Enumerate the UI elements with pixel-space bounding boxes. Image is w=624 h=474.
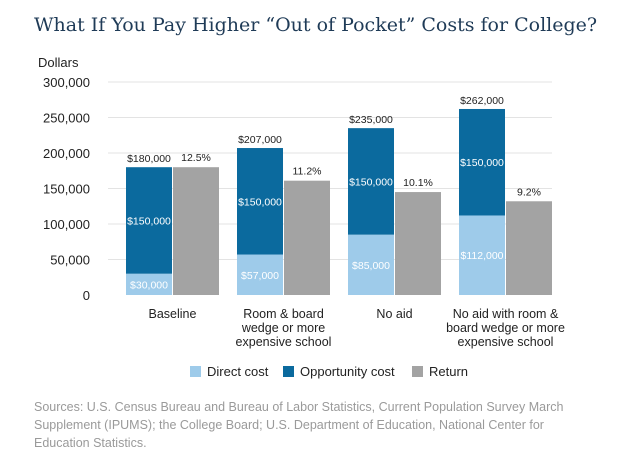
bar-direct-cost — [237, 254, 283, 295]
bar-opportunity-cost — [126, 167, 172, 274]
y-tick-label: 50,000 — [50, 253, 90, 268]
label-direct-cost: $30,000 — [130, 279, 168, 291]
legend-label: Direct cost — [207, 364, 269, 379]
x-tick-label: expensive school — [236, 335, 332, 349]
label-opportunity-cost: $150,000 — [127, 215, 171, 227]
bar-return — [506, 201, 552, 295]
label-opportunity-cost: $150,000 — [238, 196, 282, 208]
label-return: 9.2% — [517, 186, 541, 198]
label-return: 10.1% — [403, 177, 433, 189]
bars — [126, 108, 552, 295]
label-total-cost: $207,000 — [238, 134, 282, 146]
legend: Direct cost Opportunity cost Return — [190, 364, 468, 379]
bar-chart: Dollars 0 50,000 100,000 150,000 200,000 250,… — [38, 55, 565, 379]
label-opportunity-cost: $150,000 — [349, 176, 393, 188]
x-tick-label: Room & board — [243, 307, 324, 321]
bar-opportunity-cost — [459, 108, 505, 216]
legend-swatch — [412, 366, 423, 377]
label-return: 12.5% — [181, 152, 211, 164]
y-tick-label: 300,000 — [43, 75, 90, 90]
bar-direct-cost — [126, 273, 172, 295]
bar-return — [173, 167, 219, 295]
y-axis-ticks: 0 50,000 100,000 150,000 200,000 250,000 300,0… — [43, 75, 90, 303]
bar-return — [395, 192, 441, 295]
y-tick-label: 150,000 — [43, 182, 90, 197]
label-direct-cost: $57,000 — [241, 270, 279, 282]
x-tick-label: expensive school — [458, 335, 554, 349]
bar-direct-cost — [348, 234, 394, 295]
x-tick-label: No aid — [376, 307, 412, 321]
x-tick-label: board wedge or more — [446, 321, 565, 335]
label-total-cost: $262,000 — [460, 95, 504, 107]
x-tick-label: Baseline — [149, 307, 197, 321]
y-tick-label: 0 — [83, 288, 90, 303]
label-total-cost: $235,000 — [349, 114, 393, 126]
source-note: Sources: U.S. Census Bureau and Bureau o… — [34, 400, 564, 450]
y-axis-label: Dollars — [38, 55, 79, 70]
y-tick-label: 250,000 — [43, 111, 90, 126]
x-tick-label: No aid with room & — [453, 307, 559, 321]
legend-swatch — [283, 366, 294, 377]
y-tick-label: 200,000 — [43, 146, 90, 161]
bar-return — [284, 180, 330, 295]
label-opportunity-cost: $150,000 — [460, 157, 504, 169]
legend-label: Opportunity cost — [300, 364, 395, 379]
label-total-cost: $180,000 — [127, 153, 171, 165]
label-direct-cost: $85,000 — [352, 260, 390, 272]
y-tick-label: 100,000 — [43, 217, 90, 232]
legend-label: Return — [429, 364, 468, 379]
legend-swatch — [190, 366, 201, 377]
bar-opportunity-cost — [237, 148, 283, 255]
bar-opportunity-cost — [348, 128, 394, 235]
bar-direct-cost — [459, 215, 505, 295]
label-direct-cost: $112,000 — [460, 250, 503, 262]
x-tick-label: wedge or more — [241, 321, 325, 335]
chart-title: What If You Pay Higher “Out of Pocket” C… — [34, 14, 598, 36]
label-return: 11.2% — [293, 166, 322, 178]
data-labels: $30,000 $150,000 $180,000 12.5% $57,000 $150,… — [127, 95, 541, 291]
